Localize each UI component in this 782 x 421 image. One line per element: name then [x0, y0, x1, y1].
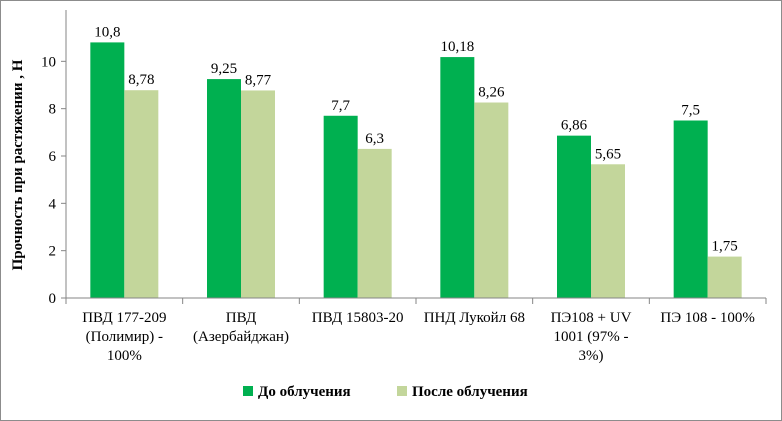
data-label: 1,75: [712, 239, 738, 255]
x-category-label-line: 3%): [579, 348, 604, 364]
data-label: 6,3: [365, 131, 384, 147]
x-category-label-line: ПЭ 108 - 100%: [660, 310, 754, 326]
bar-before: [90, 42, 125, 299]
legend-swatch: [397, 386, 407, 396]
x-category-label: ПВД 177-209 (Полимир) - 100%: [82, 310, 166, 364]
y-tick-label: 10: [41, 54, 56, 70]
bar-before: [440, 57, 475, 298]
bar-before: [557, 135, 591, 298]
bar-after: [241, 90, 275, 299]
data-label: 10,18: [440, 39, 474, 55]
bar-before: [323, 115, 358, 299]
x-category-label-line: ПЭ108 + UV: [551, 310, 632, 326]
x-category-label: ПВД (Азербайджан): [193, 310, 289, 345]
data-label: 8,26: [478, 85, 505, 101]
x-category-label: ПНД Лукойл 68: [424, 310, 525, 326]
x-category-label: ПЭ108 + UV 1001 (97% - 3%): [551, 310, 632, 364]
data-label: 10,8: [94, 24, 120, 40]
data-label: 7,7: [331, 98, 350, 114]
x-category-label-line: (Полимир) -: [86, 329, 163, 345]
x-category-label: ПЭ 108 - 100%: [660, 310, 754, 326]
data-label: 6,86: [561, 118, 588, 134]
legend-label: До облучения: [258, 384, 351, 400]
bar-before: [673, 120, 708, 298]
bar-after: [357, 148, 392, 298]
y-tick-label: 6: [49, 149, 57, 165]
x-category-label-line: ПВД 177-209: [82, 310, 166, 326]
bar-before: [207, 79, 241, 298]
x-category-label-line: (Азербайджан): [193, 329, 289, 345]
x-category-label-line: 1001 (97% -: [554, 329, 629, 345]
x-category-label: ПВД 15803-20: [312, 310, 404, 326]
data-label: 9,25: [211, 61, 237, 77]
bar-after: [707, 256, 742, 298]
y-tick-label: 8: [49, 102, 57, 118]
y-tick-label: 2: [49, 244, 57, 260]
bar-after: [124, 90, 159, 298]
legend-label: После облучения: [412, 384, 528, 400]
bar-after: [474, 102, 509, 298]
x-category-label-line: ПВД 15803-20: [312, 310, 404, 326]
data-label: 7,5: [681, 103, 700, 119]
x-category-label-line: ПНД Лукойл 68: [424, 310, 525, 326]
y-tick-label: 4: [49, 196, 57, 212]
x-category-label-line: ПВД: [226, 310, 257, 326]
y-tick-label: 0: [49, 291, 57, 307]
data-label: 8,77: [245, 72, 272, 88]
legend-swatch: [243, 386, 253, 396]
y-axis-label: Прочность при растяжении , Н: [10, 59, 26, 270]
x-category-label-line: 100%: [107, 348, 142, 364]
data-label: 5,65: [595, 146, 621, 162]
bar-after: [591, 164, 625, 298]
data-label: 8,78: [128, 72, 154, 88]
